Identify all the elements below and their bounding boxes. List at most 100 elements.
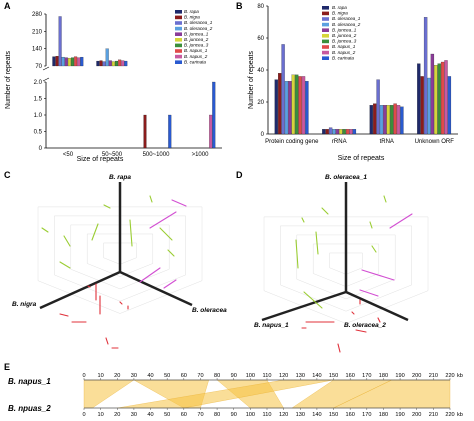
panel-d-segments (295, 195, 413, 353)
panel-a-bar (74, 56, 78, 67)
panel-b-bar (373, 103, 377, 135)
panel-b-bar (400, 106, 404, 135)
panel-c-segment (105, 337, 109, 345)
panel-d-segment (351, 311, 355, 315)
panel-b-tick-label: 20 (257, 100, 264, 106)
panel-b-legend-label: B. nigra (332, 11, 348, 16)
panel-b-bar (434, 65, 438, 135)
panel-d-segment (369, 221, 373, 229)
panel-a-category-label: <50 (63, 152, 74, 158)
panel-c-segment (103, 204, 111, 209)
panel-a-tick-label: 0.5 (34, 130, 43, 136)
panel-e-tick-label: 110 (263, 373, 272, 379)
panel-e-tick-label: 70 (197, 412, 203, 418)
panel-b-bar (281, 44, 285, 135)
panel-c-axis-left (39, 270, 121, 310)
panel-c-axis-label-top: B. rapa (109, 174, 131, 181)
panel-d-axis-right (345, 290, 409, 322)
panel-b-bar (352, 129, 357, 135)
panel-d-segment (383, 195, 387, 203)
panel-d-grid-line (329, 267, 347, 275)
panel-b-letter: B (236, 1, 243, 11)
panel-a-legend-label: B. napus_2 (184, 54, 208, 59)
panel-a-legend-swatch (175, 21, 182, 25)
panel-a-axes: 70 140 210 280 0 0.5 1.0 1.5 2.0 <50 50~500 500~100… (32, 12, 222, 158)
panel-c-grid-line (119, 257, 137, 265)
panel-a-legend-swatch (175, 26, 182, 31)
panel-d-grid-line (345, 273, 379, 287)
panel-c-segment (149, 195, 153, 203)
panel-a-bar (77, 57, 81, 67)
panel-b-bar (390, 105, 394, 135)
panel-b-bar (376, 79, 380, 135)
panel-e-tick-label: 170 (362, 412, 371, 418)
panel-e-tick-label: 60 (181, 412, 187, 418)
panel-c-segment (59, 313, 69, 317)
panel-b-bar (345, 129, 350, 135)
panel-a-legend-label: B. juncea_2 (184, 37, 209, 42)
panel-a-tick-label: 0 (39, 146, 43, 152)
panel-b-bar (393, 103, 397, 135)
panel-d-axis-label-right: B. oleracea_2 (344, 322, 386, 329)
panel-b-bar (274, 79, 278, 135)
panel-e-tick-label: 30 (131, 412, 137, 418)
panel-b-tick-label: 80 (257, 4, 264, 10)
panel-b-bar (444, 60, 448, 135)
panel-b-category-label: tRNA (380, 139, 394, 145)
panel-a-bar (114, 60, 118, 67)
panel-d-segment (359, 289, 379, 297)
panel-e-tick-label: 160 (346, 412, 355, 418)
panel-b-category-label: Protein coding gene (265, 139, 319, 145)
panel-e-letter: E (4, 362, 10, 372)
panel-b-legend-swatch (322, 11, 329, 16)
panel-e-tick-label: 10 (98, 412, 104, 418)
panel-b-bars (274, 17, 452, 135)
panel-a-legend-label: B. oleracea_2 (184, 26, 213, 31)
panel-a-category-label: 50~500 (102, 152, 123, 158)
panel-b-bar (298, 76, 302, 135)
panel-a-bar (70, 57, 74, 67)
panel-a-tick-label: 70 (35, 64, 42, 70)
panel-a-legend-label: B. juncea_1 (184, 31, 209, 36)
panel-c-segment (87, 285, 91, 288)
panel-a-tick-label: 1.0 (34, 113, 43, 119)
panel-b-tick-label: 60 (257, 36, 264, 42)
panel-c: C B. rapa B. nigra B. oleracea (4, 170, 227, 349)
panel-a-category-label: 500~1000 (143, 152, 171, 158)
panel-d: D B. oleracea_1 B. napus_1 B. oleracea_2 (236, 170, 429, 353)
panel-b-legend-label: B. rapa (332, 5, 347, 10)
panel-a-bar (102, 61, 106, 67)
panel-a-xlabel: Size of repeats (77, 156, 124, 163)
panel-a-tick-label: 280 (32, 12, 43, 18)
panel-a-legend-label: B. rapa (184, 9, 199, 14)
panel-b-bar (423, 17, 428, 135)
panel-b-bar (386, 105, 390, 135)
panel-a-bar (52, 56, 56, 67)
panel-b-bar (291, 74, 295, 135)
panel-e-tick-label: 140 (312, 412, 321, 418)
panel-b-bar (379, 105, 384, 135)
panel-e-tick-label: 0 (82, 412, 85, 418)
panel-e-track-bottom-label: B. npuas_2 (8, 404, 51, 413)
panel-e-tick-label: 70 (197, 373, 203, 379)
panel-b-bar (322, 129, 326, 135)
panel-d-grid-line (296, 279, 347, 300)
panel-b-legend-label: B. napus_2 (332, 50, 356, 55)
panel-c-segments (41, 195, 187, 349)
panel-d-segment (361, 269, 395, 281)
panel-d-segment (355, 329, 367, 333)
panel-e-tick-label: 80 (214, 373, 220, 379)
panel-b-legend-swatch (322, 17, 329, 21)
panel-a-category-label: >1000 (192, 152, 210, 158)
panel-b-legend-swatch (322, 39, 329, 44)
panel-a-bar (118, 59, 122, 67)
panel-d-grid-line (345, 284, 412, 312)
panel-e-tick-label: 60 (181, 373, 187, 379)
panel-d-axis-label-top: B. oleracea_1 (325, 174, 367, 181)
panel-a-legend-label: B. carinata (184, 59, 206, 64)
panel-b-bar (295, 74, 299, 135)
panel-b-bar (342, 129, 346, 135)
panel-e-tick-label: 160 (346, 373, 355, 379)
panel-b-bar (383, 105, 387, 135)
